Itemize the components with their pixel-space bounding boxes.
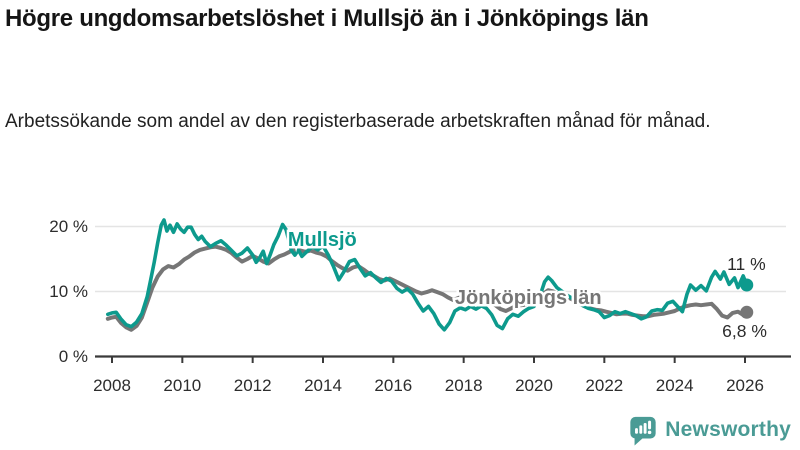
x-tick-label: 2018 [445,376,483,395]
x-tick-label: 2022 [585,376,623,395]
x-tick-label: 2008 [93,376,131,395]
x-tick-label: 2020 [515,376,553,395]
series-label-mullsjo: Mullsjö [288,229,357,251]
chart-subtitle: Arbetssökande som andel av den registerb… [5,111,711,132]
unemployment-line-chart: 2008 2010 2012 2014 2016 2018 2020 2022 2024 2026… [49,217,791,395]
chart-title: Högre ungdomsarbetslöshet i Mullsjö än i… [5,5,649,32]
end-value-label-jonkopings-lan: 6,8 % [722,321,767,341]
y-tick-label: 10 % [49,282,88,301]
series-end-dot-mullsjo [740,278,754,292]
x-tick-label: 2016 [374,376,412,395]
y-tick-label: 0 % [59,347,88,366]
series-line-mullsjo [106,218,749,332]
y-tick-label: 20 % [49,217,88,236]
series-end-dot-jonkopings-lan [740,305,754,319]
series-label-jonkopings-lan: Jönköpings län [455,287,602,309]
brand-footer: Newsworthy [628,413,791,447]
brand-name: Newsworthy [665,418,791,441]
x-tick-label: 2024 [656,376,694,395]
series-line-jonkopings-lan [105,244,749,332]
x-tick-label: 2010 [163,376,201,395]
end-value-label-mullsjo: 11 % [727,254,766,274]
newsworthy-logo-icon [628,414,658,447]
x-tick-label: 2012 [234,376,272,395]
x-tick-label: 2014 [304,376,342,395]
x-tick-label: 2026 [726,376,764,395]
